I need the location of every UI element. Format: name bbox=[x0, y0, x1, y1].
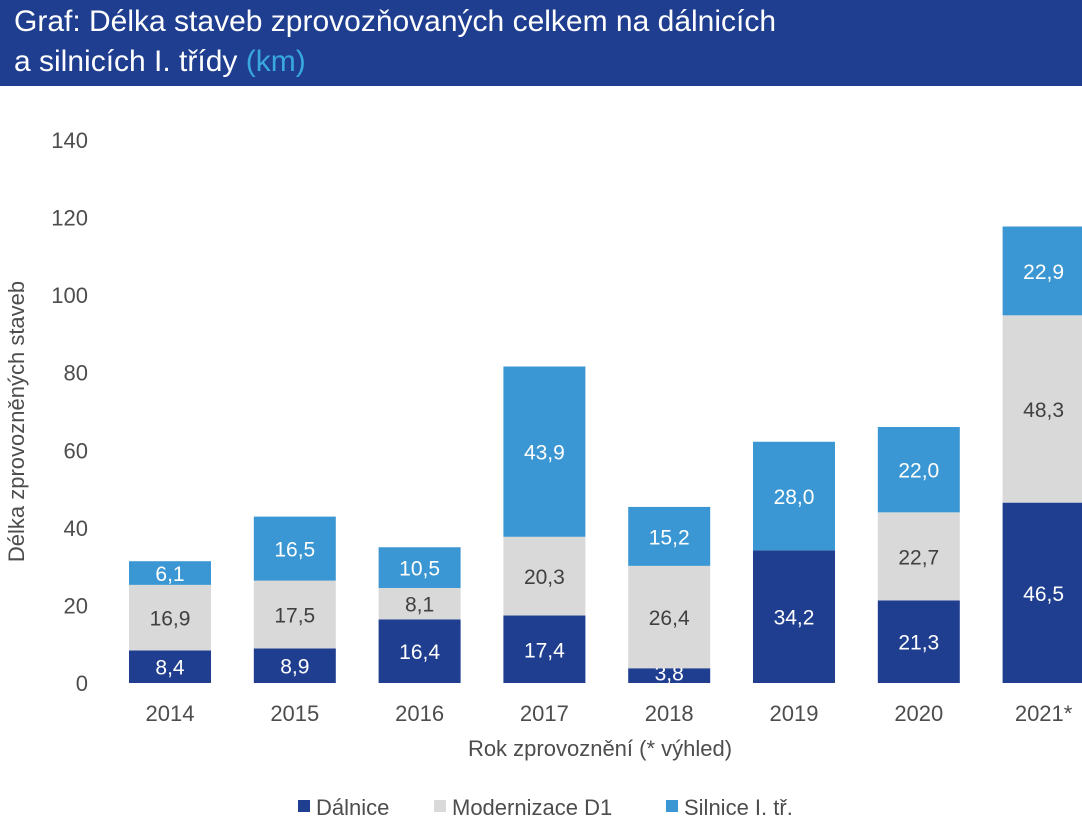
legend-swatch-silnice-i-t bbox=[666, 800, 678, 812]
x-tick-2014: 2014 bbox=[146, 701, 195, 726]
legend-swatch-modernizace-d1 bbox=[434, 800, 446, 812]
x-tick-2021: 2021* bbox=[1015, 701, 1073, 726]
label-silnice-i-t-2015: 16,5 bbox=[274, 539, 315, 562]
x-axis-ticks: 2014 2015 2016 2017 2018 2019 2020 2021* bbox=[146, 701, 1073, 726]
x-tick-2015: 2015 bbox=[270, 701, 319, 726]
label-d-lnice-2021: 46,5 bbox=[1023, 583, 1064, 606]
bar-modernizace-d1-2016 bbox=[378, 587, 461, 620]
label-d-lnice-2017: 17,4 bbox=[524, 639, 565, 662]
y-tick-20: 20 bbox=[64, 593, 88, 618]
label-d-lnice-2016: 16,4 bbox=[399, 641, 440, 664]
label-silnice-i-t-2021: 22,9 bbox=[1023, 261, 1064, 284]
label-d-lnice-2020: 21,3 bbox=[898, 632, 939, 655]
chart-title-text: Graf: Délka staveb zprovozňovaných celke… bbox=[14, 5, 777, 78]
label-modernizace-d1-2021: 48,3 bbox=[1023, 399, 1064, 422]
bar-d-lnice-2021 bbox=[1002, 502, 1082, 683]
bar-modernizace-d1-2018 bbox=[628, 565, 711, 669]
bar-modernizace-d1-2021 bbox=[1002, 315, 1082, 503]
bar-d-lnice-2017 bbox=[503, 615, 586, 683]
y-tick-100: 100 bbox=[51, 283, 88, 308]
label-silnice-i-t-2014: 6,1 bbox=[155, 563, 184, 586]
y-tick-120: 120 bbox=[51, 206, 88, 231]
stacked-bar-chart: 0 20 40 60 80 100 120 140 Délka zprovozněných s… bbox=[4, 128, 1082, 820]
x-tick-2018: 2018 bbox=[645, 701, 694, 726]
x-axis-title: Rok zprovoznění (* výhled) bbox=[468, 736, 732, 761]
bar-silnice-i-t-2014 bbox=[129, 561, 211, 585]
label-silnice-i-t-2019: 28,0 bbox=[774, 486, 815, 509]
x-tick-2019: 2019 bbox=[770, 701, 819, 726]
label-modernizace-d1-2017: 20,3 bbox=[524, 566, 565, 589]
label-modernizace-d1-2016: 8,1 bbox=[405, 594, 434, 617]
y-axis-ticks: 0 20 40 60 80 100 120 140 bbox=[51, 128, 88, 696]
label-silnice-i-t-2016: 10,5 bbox=[399, 558, 440, 581]
label-d-lnice-2018: 3,8 bbox=[655, 663, 684, 686]
legend-swatch-d-lnice bbox=[298, 800, 310, 812]
label-d-lnice-2019: 34,2 bbox=[774, 607, 815, 630]
legend: Dálnice Modernizace D1 Silnice I. tř. bbox=[298, 795, 793, 820]
label-silnice-i-t-2020: 22,0 bbox=[898, 460, 939, 483]
bar-silnice-i-t-2015 bbox=[253, 516, 336, 581]
y-tick-80: 80 bbox=[64, 361, 88, 386]
bar-silnice-i-t-2021 bbox=[1002, 226, 1082, 316]
label-d-lnice-2014: 8,4 bbox=[155, 657, 185, 680]
label-modernizace-d1-2014: 16,9 bbox=[150, 608, 191, 631]
bar-d-lnice-2019 bbox=[753, 550, 835, 683]
bar-silnice-i-t-2017 bbox=[503, 366, 586, 537]
y-axis-title: Délka zprovozněných staveb bbox=[4, 281, 29, 562]
chart-header: Graf: Délka staveb zprovozňovaných celke… bbox=[0, 0, 1082, 86]
bar-d-lnice-2020 bbox=[877, 600, 960, 683]
y-tick-0: 0 bbox=[76, 671, 88, 696]
bar-modernizace-d1-2014 bbox=[129, 584, 211, 651]
bar-d-lnice-2015 bbox=[253, 648, 336, 683]
y-tick-40: 40 bbox=[64, 516, 88, 541]
legend-label-silnice-i-t: Silnice I. tř. bbox=[684, 795, 793, 820]
bar-modernizace-d1-2017 bbox=[503, 536, 586, 616]
bar-d-lnice-2018 bbox=[628, 668, 711, 683]
bar-silnice-i-t-2020 bbox=[877, 427, 960, 513]
y-tick-60: 60 bbox=[64, 438, 88, 463]
bar-d-lnice-2014 bbox=[129, 650, 211, 683]
label-d-lnice-2015: 8,9 bbox=[280, 656, 309, 679]
legend-label-d-lnice: Dálnice bbox=[316, 795, 389, 820]
bar-silnice-i-t-2016 bbox=[378, 547, 461, 588]
label-silnice-i-t-2018: 15,2 bbox=[649, 526, 690, 549]
bar-d-lnice-2016 bbox=[378, 619, 461, 683]
label-modernizace-d1-2020: 22,7 bbox=[898, 546, 939, 569]
label-modernizace-d1-2015: 17,5 bbox=[274, 605, 315, 628]
bar-modernizace-d1-2020 bbox=[877, 512, 960, 601]
bar-silnice-i-t-2019 bbox=[753, 441, 835, 551]
x-tick-2016: 2016 bbox=[395, 701, 444, 726]
bars: 8,4 16,9 6,1 8,9 17,5 16,5 16,4 8,1 10,5 17,4 20,3… bbox=[129, 226, 1082, 686]
x-tick-2020: 2020 bbox=[894, 701, 943, 726]
bar-silnice-i-t-2018 bbox=[628, 506, 711, 566]
label-modernizace-d1-2018: 26,4 bbox=[649, 607, 690, 630]
bar-modernizace-d1-2015 bbox=[253, 580, 336, 649]
label-silnice-i-t-2017: 43,9 bbox=[524, 442, 565, 465]
x-tick-2017: 2017 bbox=[520, 701, 569, 726]
chart-title-unit: (km) bbox=[245, 45, 306, 78]
y-tick-140: 140 bbox=[51, 128, 88, 153]
legend-label-modernizace-d1: Modernizace D1 bbox=[452, 795, 612, 820]
chart-title: Graf: Délka staveb zprovozňovaných celke… bbox=[14, 2, 1064, 82]
